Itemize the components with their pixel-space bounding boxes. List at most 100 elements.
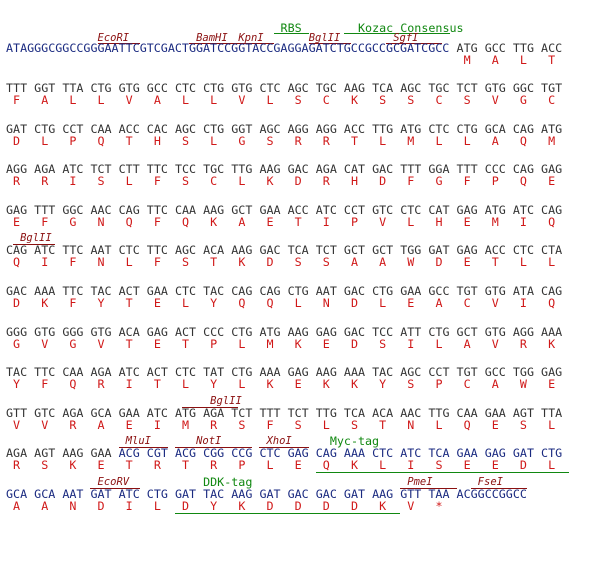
amino-acid: P: [238, 458, 246, 473]
amino-acid: Q: [69, 377, 77, 392]
site-line: [13, 244, 56, 246]
amino-acid: F: [69, 255, 77, 270]
amino-acid: T: [350, 133, 358, 148]
site-line: [97, 43, 140, 44]
amino-acid: D: [294, 499, 302, 513]
codon: AAT: [62, 487, 84, 501]
amino-acid: M: [463, 53, 471, 67]
enzyme-label: BglII: [210, 394, 242, 407]
amino-acid: I: [69, 174, 77, 189]
codon: CTG: [203, 121, 225, 136]
codon: ATC: [62, 162, 84, 177]
codon: AGC: [400, 365, 422, 380]
site-line: [308, 43, 351, 44]
amino-acid: S: [294, 255, 302, 270]
amino-acid: I: [407, 336, 415, 351]
codon: TAC: [372, 365, 394, 380]
amino-acid: T: [294, 214, 302, 229]
amino-acid: E: [322, 336, 330, 351]
codon: CAG: [541, 202, 563, 217]
site-line: [182, 406, 239, 408]
codon: GCT: [343, 243, 366, 258]
site-line: [174, 447, 253, 449]
codon: AAG: [315, 365, 337, 380]
codon: CTG: [203, 81, 225, 95]
amino-acid: W: [407, 255, 415, 270]
amino-acid: P: [350, 214, 358, 229]
amino-acid: S: [379, 93, 387, 107]
amino-acid: Q: [548, 214, 556, 229]
amino-acid: K: [210, 214, 218, 229]
amino-acid: L: [519, 53, 527, 67]
amino-acid: K: [322, 377, 330, 392]
codon: GCA: [6, 487, 28, 501]
codon: TTG: [372, 121, 394, 136]
codon: ACG: [174, 446, 197, 461]
codon: CCC: [203, 324, 225, 339]
codon: CTG: [541, 446, 563, 461]
codon: CCC: [484, 162, 506, 177]
amino-acid: *: [435, 499, 443, 513]
amino-acid: S: [435, 458, 443, 473]
amino-acid: I: [322, 214, 330, 229]
amino-acid: D: [350, 336, 358, 351]
amino-acid: I: [125, 377, 133, 392]
amino-acid: Y: [97, 296, 105, 310]
amino-acid: L: [548, 417, 556, 432]
codon: TAC: [203, 284, 225, 298]
codon: CTC: [118, 243, 140, 258]
amino-acid: Q: [519, 133, 527, 148]
codon: AAG: [203, 202, 225, 217]
codon: CAC: [146, 121, 168, 136]
codon: GCA: [484, 121, 506, 136]
amino-acid: F: [153, 214, 161, 229]
codon: CAA: [62, 365, 84, 380]
amino-acid: Q: [125, 214, 133, 229]
amino-acid: E: [548, 377, 556, 392]
amino-acid: Y: [210, 499, 218, 513]
codon: TTT: [456, 162, 478, 177]
codon: GAC: [287, 162, 309, 177]
enzyme-label: BamHI: [196, 32, 228, 44]
site-line: [386, 43, 443, 44]
amino-acid: C: [322, 93, 330, 107]
codon: CAG: [541, 284, 563, 298]
codon: TGG: [400, 243, 422, 258]
codon: GAT: [428, 243, 450, 258]
codon: GCT: [231, 202, 253, 217]
amino-acid: R: [322, 133, 330, 148]
codon: AAT: [90, 243, 112, 258]
codon: TTC: [62, 284, 84, 298]
amino-acid: Q: [266, 296, 274, 310]
enzyme-label: PmeI: [407, 476, 433, 488]
codon: CAG: [118, 202, 140, 217]
codon: ATC: [146, 405, 168, 420]
codon: GTG: [90, 324, 112, 339]
amino-acid: D: [182, 499, 190, 513]
codon: CCT: [428, 365, 450, 380]
codon: CTG: [456, 121, 478, 136]
amino-acid: A: [491, 377, 499, 392]
amino-acid: M: [266, 336, 274, 351]
codon: CCG: [231, 446, 253, 461]
codon: AGA: [62, 405, 84, 420]
codon: GTT: [6, 405, 28, 420]
codon: ACC: [287, 202, 309, 217]
amino-acid: Q: [13, 255, 21, 270]
codon: AGT: [512, 405, 534, 420]
amino-acid: D: [13, 133, 21, 148]
amino-acid: K: [41, 296, 49, 310]
amino-acid: R: [13, 174, 21, 189]
amino-acid: N: [69, 499, 77, 513]
amino-acid: T: [125, 133, 133, 148]
codon: GAG: [146, 324, 168, 339]
codon: GAC: [259, 243, 281, 258]
codon: GTG: [484, 284, 506, 298]
codon: CTG: [428, 324, 450, 339]
codon: AGA: [6, 446, 28, 461]
site-line: [400, 488, 457, 489]
amino-acid: F: [41, 377, 49, 392]
amino-acid: S: [182, 174, 190, 189]
tag-label: Myc-tag: [329, 434, 380, 449]
codon: GAA: [118, 405, 140, 420]
